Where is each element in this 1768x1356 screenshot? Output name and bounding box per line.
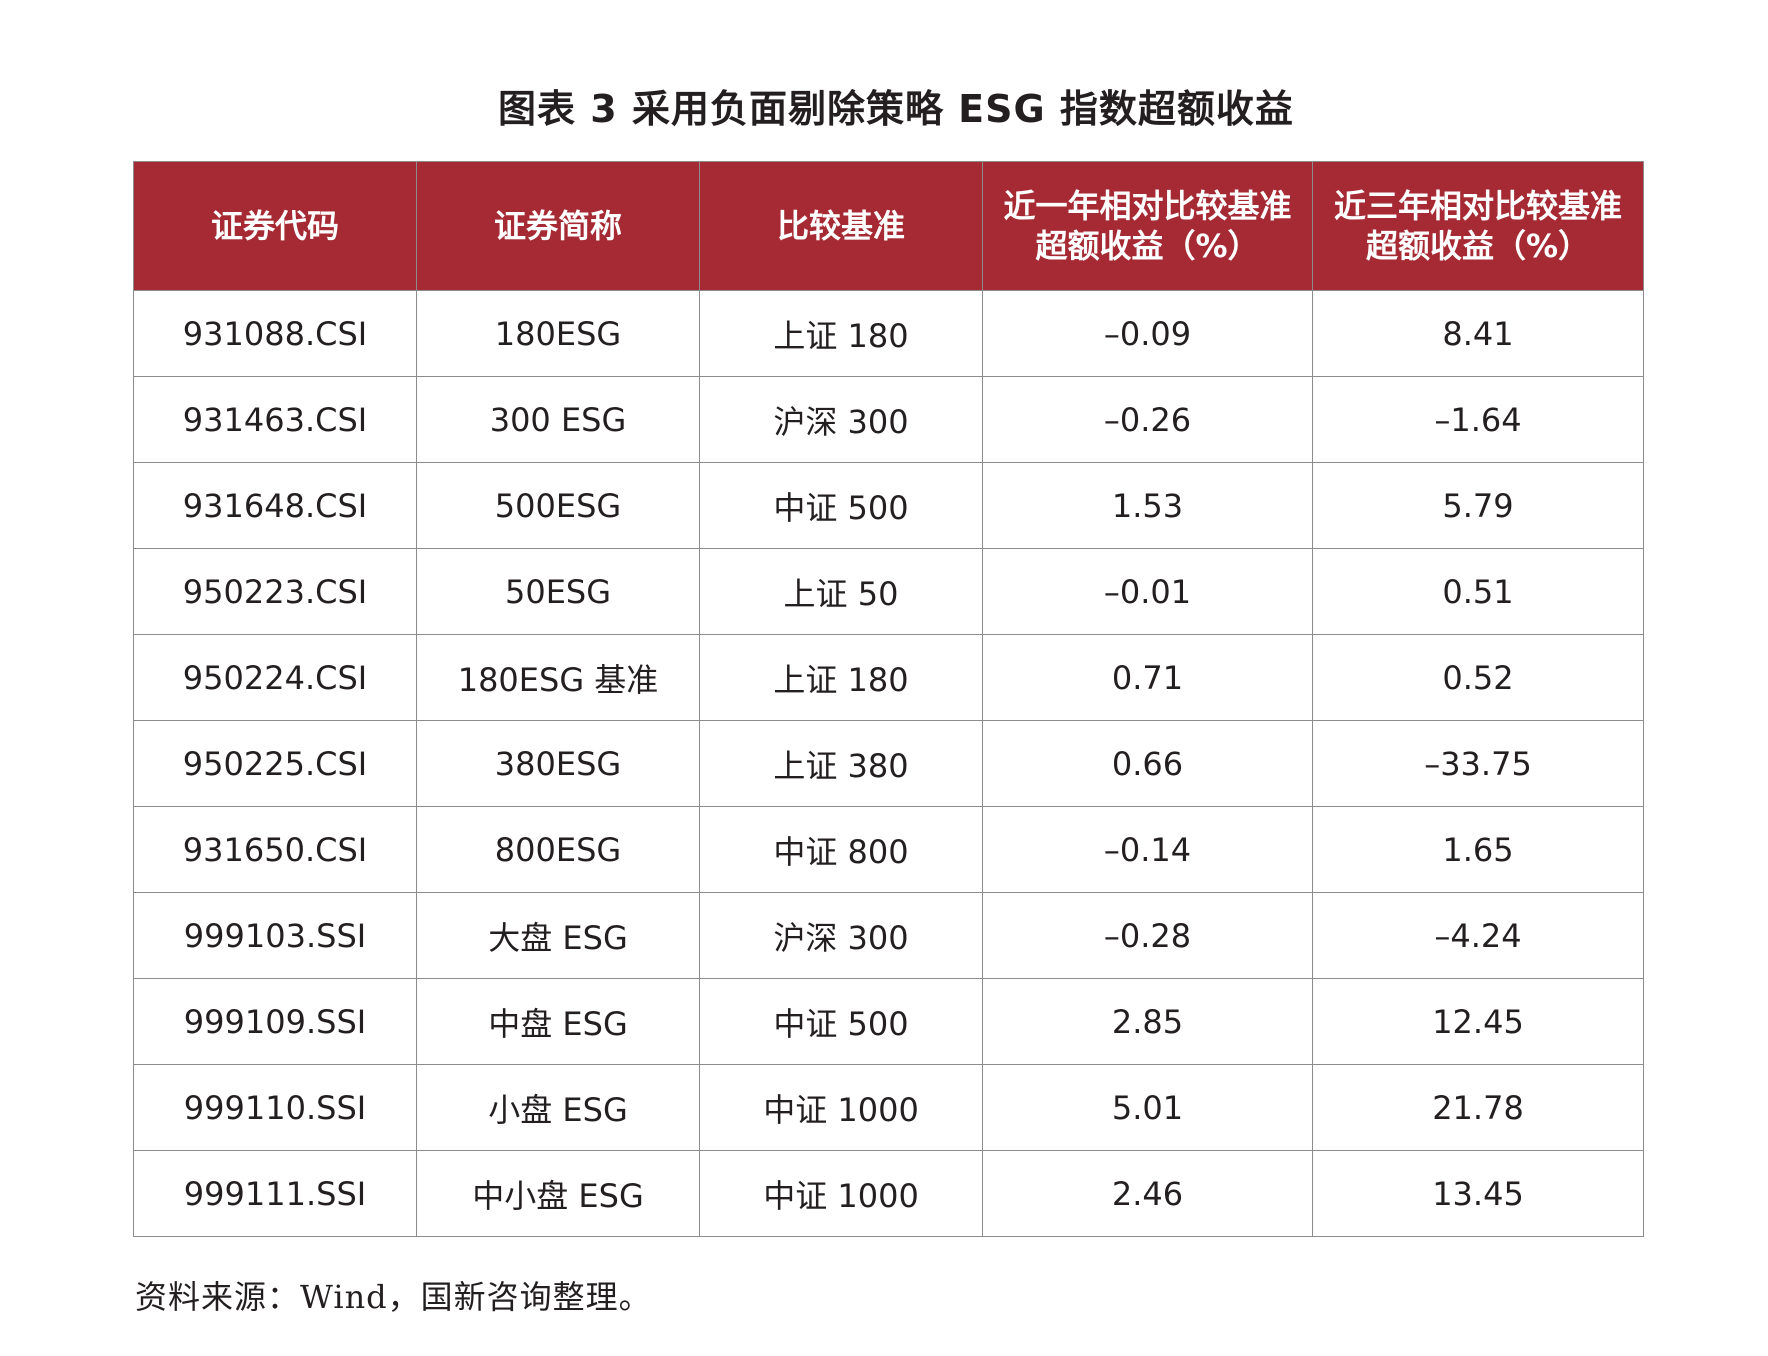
cell-short-name: 180ESG (416, 290, 700, 377)
table-row: 999103.SSI 大盘 ESG 沪深 300 –0.28 –4.24 (133, 892, 1644, 979)
cell-short-name: 中小盘 ESG (416, 1150, 700, 1237)
table-row: 931648.CSI 500ESG 中证 500 1.53 5.79 (133, 462, 1644, 549)
table-row: 999109.SSI 中盘 ESG 中证 500 2.85 12.45 (133, 978, 1644, 1065)
cell-benchmark: 沪深 300 (699, 892, 983, 979)
cell-3y-excess: 13.45 (1312, 1150, 1644, 1237)
header-code: 证券代码 (133, 161, 417, 291)
esg-excess-return-table: 证券代码 证券简称 比较基准 近一年相对比较基准超额收益（%） 近三年相对比较基… (133, 161, 1644, 1237)
table-row: 931088.CSI 180ESG 上证 180 –0.09 8.41 (133, 290, 1644, 377)
cell-1y-excess: –0.09 (982, 290, 1313, 377)
cell-benchmark: 中证 500 (699, 978, 983, 1065)
cell-benchmark: 上证 380 (699, 720, 983, 807)
table-row: 999111.SSI 中小盘 ESG 中证 1000 2.46 13.45 (133, 1150, 1644, 1237)
cell-3y-excess: –1.64 (1312, 376, 1644, 463)
cell-code: 950223.CSI (133, 548, 417, 635)
table-row: 950225.CSI 380ESG 上证 380 0.66 –33.75 (133, 720, 1644, 807)
cell-short-name: 大盘 ESG (416, 892, 700, 979)
cell-code: 931088.CSI (133, 290, 417, 377)
cell-1y-excess: –0.01 (982, 548, 1313, 635)
header-short-name: 证券简称 (416, 161, 700, 291)
cell-benchmark: 沪深 300 (699, 376, 983, 463)
cell-code: 999109.SSI (133, 978, 417, 1065)
cell-code: 931463.CSI (133, 376, 417, 463)
cell-benchmark: 上证 50 (699, 548, 983, 635)
cell-3y-excess: 8.41 (1312, 290, 1644, 377)
cell-benchmark: 中证 1000 (699, 1150, 983, 1237)
cell-short-name: 500ESG (416, 462, 700, 549)
cell-code: 999103.SSI (133, 892, 417, 979)
table-row: 931650.CSI 800ESG 中证 800 –0.14 1.65 (133, 806, 1644, 893)
cell-3y-excess: 0.51 (1312, 548, 1644, 635)
table-row: 950224.CSI 180ESG 基准 上证 180 0.71 0.52 (133, 634, 1644, 721)
cell-1y-excess: –0.14 (982, 806, 1313, 893)
source-note: 资料来源：Wind，国新咨询整理。 (135, 1278, 652, 1316)
cell-short-name: 380ESG (416, 720, 700, 807)
header-3y-excess: 近三年相对比较基准超额收益（%） (1312, 161, 1644, 291)
cell-short-name: 800ESG (416, 806, 700, 893)
cell-3y-excess: 12.45 (1312, 978, 1644, 1065)
cell-1y-excess: 2.46 (982, 1150, 1313, 1237)
table-row: 931463.CSI 300 ESG 沪深 300 –0.26 –1.64 (133, 376, 1644, 463)
cell-short-name: 中盘 ESG (416, 978, 700, 1065)
cell-benchmark: 中证 1000 (699, 1064, 983, 1151)
cell-3y-excess: 0.52 (1312, 634, 1644, 721)
cell-benchmark: 上证 180 (699, 634, 983, 721)
cell-3y-excess: –4.24 (1312, 892, 1644, 979)
cell-1y-excess: 2.85 (982, 978, 1313, 1065)
cell-benchmark: 上证 180 (699, 290, 983, 377)
cell-3y-excess: 5.79 (1312, 462, 1644, 549)
cell-1y-excess: 5.01 (982, 1064, 1313, 1151)
cell-code: 999111.SSI (133, 1150, 417, 1237)
cell-short-name: 50ESG (416, 548, 700, 635)
cell-3y-excess: –33.75 (1312, 720, 1644, 807)
figure-title: 图表 3 采用负面剔除策略 ESG 指数超额收益 (498, 87, 1294, 131)
cell-benchmark: 中证 800 (699, 806, 983, 893)
cell-3y-excess: 1.65 (1312, 806, 1644, 893)
cell-code: 999110.SSI (133, 1064, 417, 1151)
cell-benchmark: 中证 500 (699, 462, 983, 549)
cell-code: 931648.CSI (133, 462, 417, 549)
cell-3y-excess: 21.78 (1312, 1064, 1644, 1151)
cell-1y-excess: 0.66 (982, 720, 1313, 807)
table-header-row: 证券代码 证券简称 比较基准 近一年相对比较基准超额收益（%） 近三年相对比较基… (133, 161, 1644, 291)
cell-code: 950224.CSI (133, 634, 417, 721)
cell-code: 931650.CSI (133, 806, 417, 893)
header-benchmark: 比较基准 (699, 161, 983, 291)
table-row: 950223.CSI 50ESG 上证 50 –0.01 0.51 (133, 548, 1644, 635)
cell-short-name: 小盘 ESG (416, 1064, 700, 1151)
table-row: 999110.SSI 小盘 ESG 中证 1000 5.01 21.78 (133, 1064, 1644, 1151)
cell-1y-excess: 0.71 (982, 634, 1313, 721)
cell-code: 950225.CSI (133, 720, 417, 807)
cell-1y-excess: –0.28 (982, 892, 1313, 979)
cell-1y-excess: –0.26 (982, 376, 1313, 463)
cell-1y-excess: 1.53 (982, 462, 1313, 549)
cell-short-name: 180ESG 基准 (416, 634, 700, 721)
cell-short-name: 300 ESG (416, 376, 700, 463)
header-1y-excess: 近一年相对比较基准超额收益（%） (982, 161, 1313, 291)
